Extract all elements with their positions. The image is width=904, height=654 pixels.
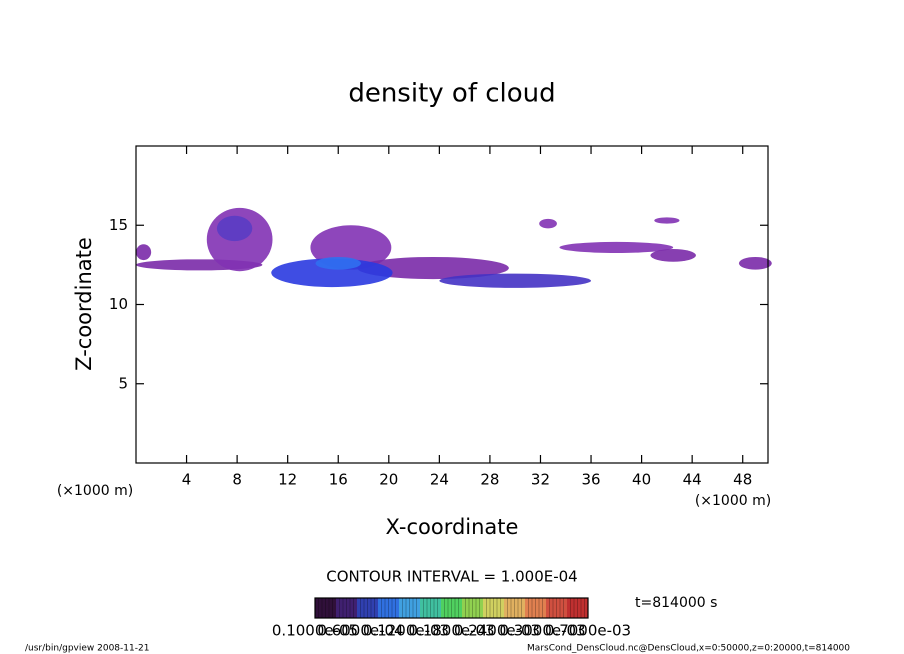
contour-interval: CONTOUR INTERVAL = 1.000E-04 bbox=[326, 568, 577, 586]
cloud-cell bbox=[315, 256, 361, 270]
colorbar-frame bbox=[314, 597, 589, 619]
colorbar-label: 0.7000e-03 bbox=[545, 622, 631, 640]
cloud-cell bbox=[357, 256, 509, 280]
cloud-cell bbox=[738, 256, 772, 270]
y-axis-label: Z-coordinate bbox=[72, 237, 96, 371]
x-tick-label: 44 bbox=[683, 471, 702, 489]
x-tick-label: 20 bbox=[379, 471, 398, 489]
time-label: t=814000 s bbox=[635, 595, 717, 611]
cloud-cell bbox=[539, 218, 557, 229]
chart-title: density of cloud bbox=[348, 79, 555, 109]
x-tick-label: 24 bbox=[430, 471, 449, 489]
colorbar-label: 0.6000e-04 bbox=[317, 622, 403, 640]
y-tick-label: 5 bbox=[118, 374, 128, 392]
x-tick-label: 28 bbox=[480, 471, 499, 489]
colorbar-label: 0.1000e-05 bbox=[272, 622, 358, 640]
cloud-cell bbox=[136, 244, 152, 261]
y-unit: (×1000 m) bbox=[57, 483, 133, 499]
y-tick-label: 10 bbox=[109, 295, 128, 313]
colorbar-label: 0.1800e-03 bbox=[408, 622, 494, 640]
cloud-cell bbox=[654, 217, 680, 224]
cloud-cell bbox=[559, 241, 674, 253]
cloud-cell bbox=[271, 258, 393, 288]
x-tick-label: 40 bbox=[632, 471, 651, 489]
footer-left: /usr/bin/gpview 2008-11-21 bbox=[25, 644, 149, 654]
x-tick-label: 16 bbox=[329, 471, 348, 489]
cloud-cell bbox=[216, 215, 253, 242]
cloud-cell bbox=[650, 249, 696, 262]
y-tick-label: 15 bbox=[109, 216, 128, 234]
x-tick-label: 8 bbox=[232, 471, 242, 489]
x-tick-label: 36 bbox=[581, 471, 600, 489]
footer-right: MarsCond_DensCloud.nc@DensCloud,x=0:5000… bbox=[527, 644, 850, 654]
x-axis-label: X-coordinate bbox=[386, 515, 519, 539]
x-unit: (×1000 m) bbox=[695, 493, 771, 509]
colorbar-label: 0.2400e-03 bbox=[454, 622, 540, 640]
x-tick-label: 48 bbox=[733, 471, 752, 489]
colorbar-label: 0.3000e-03 bbox=[499, 622, 585, 640]
cloud-cell bbox=[439, 273, 592, 288]
x-tick-label: 4 bbox=[182, 471, 192, 489]
x-tick-label: 12 bbox=[278, 471, 297, 489]
x-tick-label: 32 bbox=[531, 471, 550, 489]
colorbar-label: 0.1200e-03 bbox=[363, 622, 449, 640]
